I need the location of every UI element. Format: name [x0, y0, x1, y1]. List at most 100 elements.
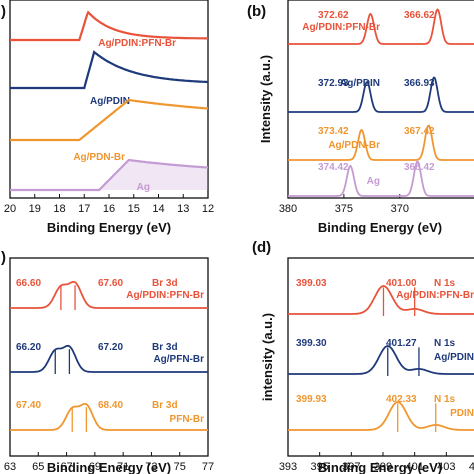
peak-value-label: 66.60 — [16, 278, 41, 289]
series-label-ag-pfn-br: Ag/PFN-Br — [153, 354, 204, 365]
x-tick-label: 13 — [177, 203, 189, 215]
peak-value-label: 366.62 — [404, 10, 435, 21]
x-tick-label: 16 — [103, 203, 115, 215]
x-tick-label: 397 — [342, 461, 360, 473]
peak-value-label: 366.93 — [404, 78, 435, 89]
peak-value-label: 374.42 — [318, 162, 349, 173]
peak-value-label: 367.42 — [404, 126, 435, 137]
panel-c-x-ticks: 63 65 67 69 71 73 75 77 — [4, 452, 214, 473]
peak-value-label: 372.62 — [318, 10, 349, 21]
series-line-ag-pdin-pfn-br — [10, 280, 208, 309]
panel-b-curves: 372.62 366.62 Ag/PDIN:PFN-Br 372.93 366.93 Ag… — [288, 8, 474, 197]
series-line-ag-pdin — [288, 345, 474, 375]
peak-value-label: 373.42 — [318, 126, 349, 137]
x-tick-label: 15 — [128, 203, 140, 215]
panel-a: ) 20 19 18 17 16 15 14 13 12 Ag/PDIN:PFN-BrAg/PD… — [1, 0, 214, 235]
core-level-label: Br 3d — [152, 278, 178, 289]
x-tick-label: 20 — [4, 203, 16, 215]
series-label-ag-pdin-pfn-br: Ag/PDIN:PFN-Br — [396, 290, 474, 301]
x-tick-label: 65 — [32, 461, 44, 473]
series-label-ag: Ag — [137, 182, 150, 193]
peak-value-label: 399.93 — [296, 394, 327, 405]
panel-c-x-axis-title: Binding Energy (eV) — [47, 460, 171, 474]
x-tick-label: 401 — [405, 461, 423, 473]
core-level-label: Br 3d — [152, 342, 178, 353]
x-tick-label: 399 — [374, 461, 392, 473]
peak-value-label: 399.03 — [296, 278, 327, 289]
series-label-ag-pdin: Ag/PDIN — [90, 96, 130, 107]
x-tick-label: 63 — [4, 461, 16, 473]
core-level-label: Br 3d — [152, 400, 178, 411]
x-tick-label: 17 — [78, 203, 90, 215]
series-label-pdin: PDIN — [450, 408, 474, 419]
series-label-ag-pdin-pfn-br: Ag/PDIN:PFN-Br — [302, 22, 380, 33]
series-line-ag-pdn-br — [288, 124, 474, 161]
series-line-pfn-br — [10, 402, 208, 431]
panel-a-x-axis-title: Binding Energy (eV) — [47, 220, 171, 235]
x-tick-label: 19 — [29, 203, 41, 215]
panel-d-x-ticks: 393 395 397 399 401 403 405 — [279, 452, 474, 473]
series-line-ag-pdn-br — [10, 98, 209, 142]
peak-value-label: 401.27 — [386, 338, 417, 349]
panel-d: (d) intensity (a.u.) 393 395 397 399 401 403 4… — [252, 239, 474, 474]
panel-b-x-ticks: 380 375 370 — [279, 194, 409, 215]
peak-value-label: 68.40 — [98, 400, 123, 411]
series-label-ag-pdin: Ag/PDIN — [340, 78, 380, 89]
series-label-ag-pdin-pfn-br: Ag/PDIN:PFN-Br — [98, 38, 176, 49]
x-tick-label: 67 — [60, 461, 72, 473]
peak-value-label: 372.93 — [318, 78, 349, 89]
series-label-ag: Ag — [367, 176, 380, 187]
series-line-pdin — [288, 401, 474, 431]
peak-value-label: 66.20 — [16, 342, 41, 353]
peak-value-label: 67.60 — [98, 278, 123, 289]
x-tick-label: 393 — [279, 461, 297, 473]
x-tick-label: 405 — [469, 461, 474, 473]
panel-d-y-axis-title: intensity (a.u.) — [260, 313, 275, 401]
peak-value-label: 399.30 — [296, 338, 327, 349]
panel-d-x-axis-title: Binding Energy (eV) — [318, 460, 442, 474]
x-tick-label: 77 — [202, 461, 214, 473]
panel-b-letter: (b) — [247, 3, 266, 20]
x-tick-label: 75 — [174, 461, 186, 473]
panel-b-x-axis-title: Binding Energy (eV) — [318, 220, 442, 235]
series-label-ag-pdn-br: Ag/PDN-Br — [73, 152, 125, 163]
series-line-ag-pdin — [10, 50, 208, 90]
series-line-ag-pdin-pfn-br — [10, 10, 208, 42]
core-level-label: N 1s — [434, 278, 456, 289]
x-tick-label: 395 — [310, 461, 328, 473]
x-tick-label: 71 — [117, 461, 129, 473]
x-tick-label: 18 — [53, 203, 65, 215]
x-tick-label: 69 — [89, 461, 101, 473]
panel-b-y-axis-title: Intensity (a.u.) — [258, 55, 273, 143]
x-tick-label: 73 — [145, 461, 157, 473]
peak-value-label: 368.42 — [404, 162, 435, 173]
panel-a-curves: Ag/PDIN:PFN-Br Ag/PDIN Ag/PDN-Br Ag — [10, 10, 209, 193]
series-line-ag — [288, 160, 474, 197]
panel-a-x-ticks: 20 19 18 17 16 15 14 13 12 — [4, 194, 214, 215]
x-tick-label: 370 — [391, 203, 409, 215]
peak-value-label: 401.00 — [386, 278, 417, 289]
series-line-ag — [10, 158, 208, 192]
series-area-ag — [10, 160, 208, 190]
panel-c: ) 63 65 67 69 71 73 75 77 66.60 67.60 Br 3dAg/PDI… — [1, 249, 214, 474]
x-tick-label: 375 — [335, 203, 353, 215]
series-line-ag-pdin-pfn-br — [288, 8, 474, 45]
panel-b-frame — [287, 0, 474, 199]
core-level-label: N 1s — [434, 338, 456, 349]
panel-a-letter: ) — [1, 3, 6, 20]
peak-value-label: 67.20 — [98, 342, 123, 353]
x-tick-label: 403 — [437, 461, 455, 473]
panel-c-frame — [9, 257, 209, 457]
x-tick-label: 380 — [279, 203, 297, 215]
panel-c-letter: ) — [1, 249, 6, 266]
core-level-label: N 1s — [434, 394, 456, 405]
x-tick-label: 14 — [152, 203, 164, 215]
series-label-ag-pdin-pfn-br: Ag/PDIN:PFN-Br — [126, 290, 204, 301]
series-label-ag-pdn-br: Ag/PDN-Br — [328, 140, 380, 151]
series-label-pfn-br: PFN-Br — [170, 414, 205, 425]
series-label-ag-pdin: Ag/PDIN — [434, 352, 474, 363]
x-tick-label: 12 — [202, 203, 214, 215]
